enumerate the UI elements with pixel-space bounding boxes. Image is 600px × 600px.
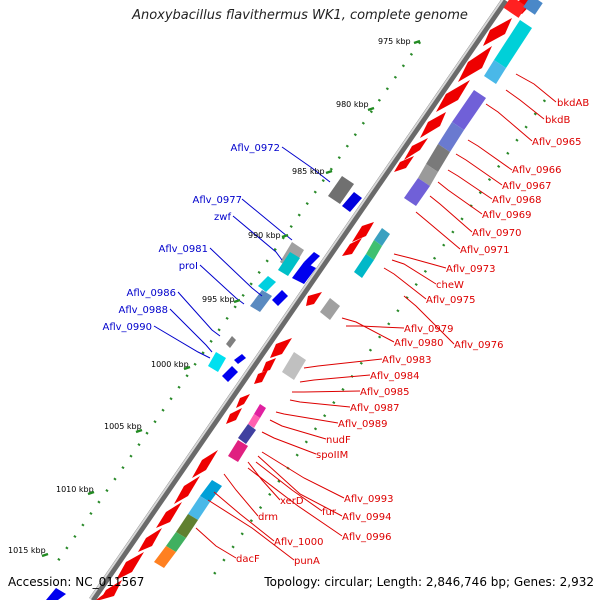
gene-arrow [270,338,292,358]
kbp-tick-mark [135,428,143,434]
gene-label-right: Aflv_0968 [492,195,542,206]
kbp-tick-label: 985 kbp [292,167,325,176]
kbp-tick-mark [183,365,191,371]
gene-arrow [116,552,144,580]
gene-label-right: Aflv_0989 [338,419,388,430]
gene-arrow [138,528,162,552]
gene-label-right: Aflv_0994 [342,512,392,523]
gene-label-right: dacF [236,554,260,565]
kbp-tick-label: 975 kbp [378,37,411,46]
gene-label-right: cheW [436,280,464,291]
gene-arrow [192,450,218,478]
gene-arrow [306,292,322,306]
gene-label-left: Aflv_0988 [118,305,168,316]
accession-label: Accession: NC_011567 [8,575,145,589]
gene-label-right: Aflv_0969 [482,210,532,221]
gene-label-right: Aflv_0979 [404,324,454,335]
gene-arrow [254,370,268,384]
gene-label-right: Aflv_1000 [274,537,324,548]
gene-arrow [483,18,512,46]
gene-label-left: Aflv_0977 [192,195,242,206]
right-leaders [195,73,557,561]
gene-arrow [404,138,428,160]
gene-label-right: nudF [326,435,351,446]
gene-arrow [174,476,200,504]
gene-label-right: Aflv_0975 [426,295,476,306]
kbp-tick-mark [281,233,289,239]
gene-label-right: Aflv_0966 [512,165,562,176]
kbp-ticks: 975 kbp 980 kbp 985 kbp 990 kbp 995 kbp 1000 … [8,37,421,558]
kbp-tick-label: 1005 kbp [104,422,142,431]
gene-label-right: Aflv_0980 [394,338,444,349]
kbp-tick-mark [233,298,241,304]
gene-label-right: Aflv_0971 [460,245,510,256]
gene-label-right: Aflv_0985 [360,387,410,398]
gene-label-right: Aflv_0970 [472,228,522,239]
gene-label-right: fur [322,507,337,518]
gene-label-right: bkdAB [557,98,589,109]
gene-label-left: Aflv_0990 [102,322,152,333]
right-gene-labels: bkdAB bkdB Aflv_0965 Aflv_0966 Aflv_0967 Aflv… [236,98,589,567]
gene-label-right: spoIIM [316,450,348,461]
kbp-tick-mark [367,106,375,112]
gene-label-left: proI [179,261,198,272]
gene-arrow [96,594,104,600]
kbp-tick-mark [413,39,421,45]
kbp-tick-mark [87,490,95,496]
kbp-tick-label: 1015 kbp [8,546,46,555]
feature-track [154,0,543,568]
gene-arrow [458,46,492,82]
kbp-tick-label: 1010 kbp [56,485,94,494]
gene-arrow [394,156,414,172]
gene-label-left: Aflv_0972 [230,143,280,154]
gc-content-track [53,41,547,581]
gene-label-right: Aflv_0996 [342,532,392,543]
kbp-tick-mark [41,552,49,558]
gene-label-right: drm [258,512,278,523]
kbp-tick-label: 995 kbp [202,295,235,304]
gene-label-right: bkdB [545,115,570,126]
kbp-tick-label: 1000 kbp [151,360,189,369]
gene-label-right: Aflv_0987 [350,403,400,414]
gene-label-left: zwf [214,212,231,223]
gene-arrow [342,238,362,256]
gene-label-right: Aflv_0967 [502,181,552,192]
gene-arrow [226,408,242,424]
gene-label-right: Aflv_0983 [382,355,432,366]
kbp-tick-label: 990 kbp [248,231,281,240]
gene-label-right: Aflv_0984 [370,371,420,382]
genome-info-label: Topology: circular; Length: 2,846,746 bp… [264,575,594,589]
gene-label-left: Aflv_0986 [126,288,176,299]
gene-arrow [436,80,470,112]
gene-label-right: xerD [280,496,304,507]
map-title: Anoxybacillus flavithermus WK1, complete… [132,8,468,23]
genome-backbone [89,0,508,600]
reverse-strand-genes [46,176,362,600]
kbp-tick-mark [325,169,333,175]
left-leaders [153,146,331,359]
gene-label-right: Aflv_0973 [446,264,496,275]
gene-arrow [100,580,122,600]
gene-label-right: Aflv_0993 [344,494,394,505]
gene-arrow [262,358,276,372]
gene-label-right: Aflv_0965 [532,137,582,148]
gene-arrow [236,394,250,408]
gene-label-left: Aflv_0981 [158,244,208,255]
gene-label-right: punA [294,556,320,567]
gene-label-right: Aflv_0976 [454,340,504,351]
gene-arrow [420,112,446,138]
gene-arrow [352,222,374,242]
kbp-tick-label: 980 kbp [336,100,369,109]
gene-arrow [156,502,182,528]
